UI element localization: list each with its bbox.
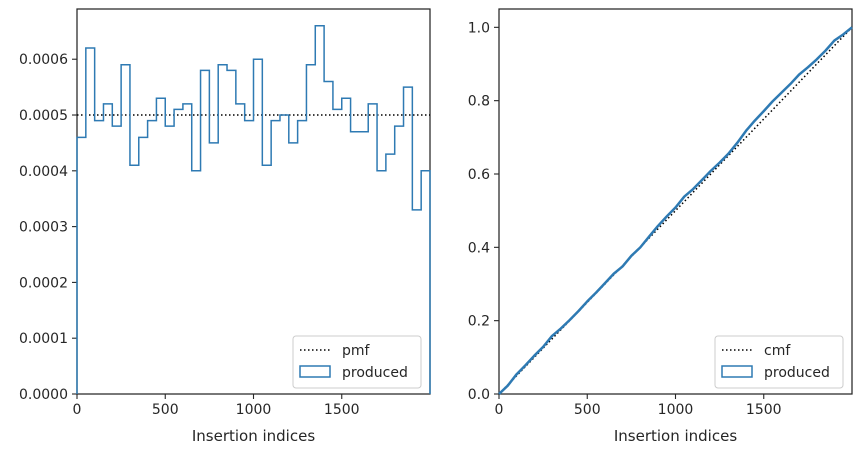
pmf-panel: Insertion indices 0 500 1000 1500 0.0000 0.00… bbox=[19, 8, 431, 445]
pmf-x-tick-label: 1500 bbox=[324, 402, 360, 418]
pmf-y-tick-label: 0.0002 bbox=[19, 275, 68, 291]
pmf-produced-histogram bbox=[76, 24, 431, 394]
cmf-produced-curve bbox=[498, 26, 853, 395]
cmf-panel: Insertion indices 0 500 1000 1500 0.0 0.2 0.4 0… bbox=[468, 8, 853, 445]
cmf-x-tick-label: 1000 bbox=[658, 402, 694, 418]
pmf-x-tick-label: 0 bbox=[73, 402, 82, 418]
pmf-y-tick-label: 0.0006 bbox=[19, 52, 68, 68]
pmf-y-tick-label: 0.0001 bbox=[19, 331, 68, 347]
cmf-legend-produced-label: produced bbox=[764, 365, 830, 381]
cmf-legend: cmf produced bbox=[714, 335, 844, 389]
pmf-y-tick-label: 0.0003 bbox=[19, 220, 68, 236]
cmf-y-tick-label: 0.6 bbox=[468, 167, 490, 183]
cmf-y-tick-label: 0.4 bbox=[468, 240, 490, 256]
cmf-x-tick-label: 500 bbox=[574, 402, 601, 418]
cmf-y-tick-label: 1.0 bbox=[468, 20, 490, 36]
pmf-legend-box bbox=[292, 335, 422, 389]
cmf-y-tick-label: 0.0 bbox=[468, 387, 490, 403]
cmf-legend-cmf-label: cmf bbox=[764, 343, 791, 359]
pmf-x-tick-label: 1000 bbox=[236, 402, 272, 418]
pmf-y-tick-label: 0.0004 bbox=[19, 164, 68, 180]
pmf-y-tick-label: 0.0005 bbox=[19, 108, 68, 124]
pmf-legend-pmf-label: pmf bbox=[342, 343, 371, 359]
cmf-x-axis-label: Insertion indices bbox=[614, 427, 737, 445]
pmf-y-tick-label: 0.0000 bbox=[19, 387, 68, 403]
cmf-legend-produced-swatch bbox=[721, 365, 753, 378]
pmf-x-tick-label: 500 bbox=[152, 402, 179, 418]
cmf-y-tick-label: 0.8 bbox=[468, 94, 490, 110]
cmf-x-tick-label: 0 bbox=[495, 402, 504, 418]
pmf-legend: pmf produced bbox=[292, 335, 422, 389]
cmf-cmf-line bbox=[498, 26, 853, 395]
cmf-y-tick-label: 0.2 bbox=[468, 314, 490, 330]
pmf-legend-produced-swatch bbox=[299, 365, 331, 378]
pmf-x-axis-label: Insertion indices bbox=[192, 427, 315, 445]
pmf-legend-produced-label: produced bbox=[342, 365, 408, 381]
cmf-x-tick-label: 1500 bbox=[746, 402, 782, 418]
cmf-legend-box bbox=[714, 335, 844, 389]
